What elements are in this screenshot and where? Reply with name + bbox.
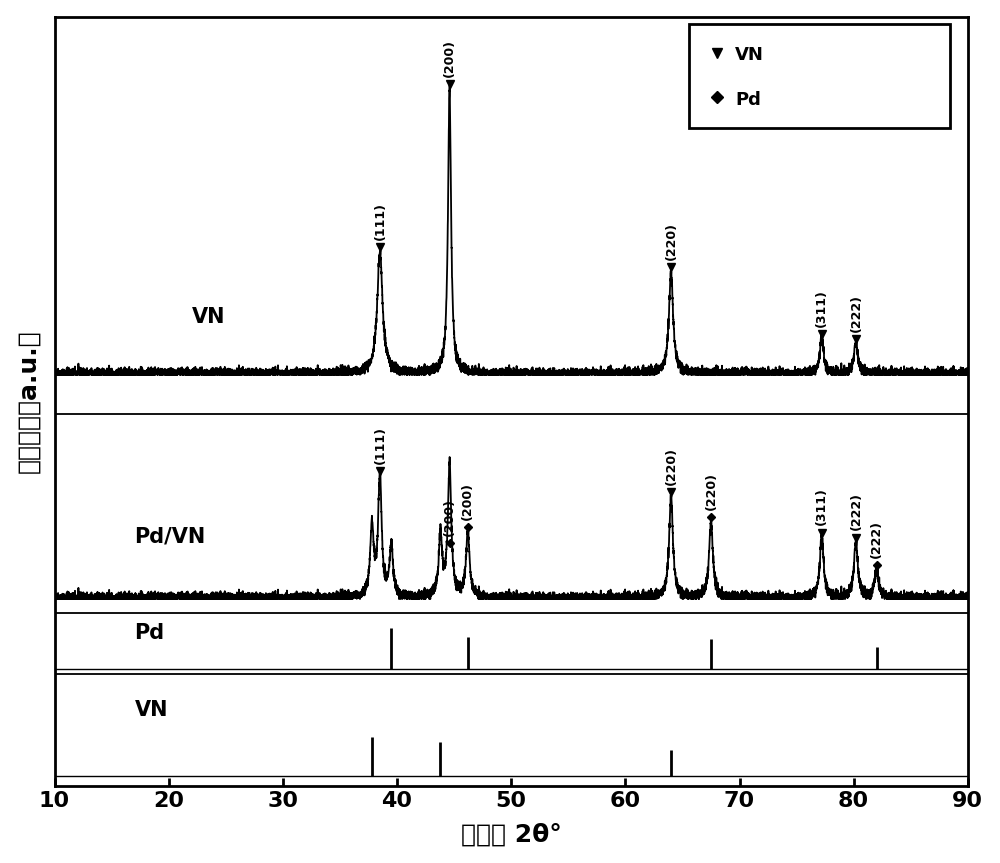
Text: Pd/VN: Pd/VN xyxy=(134,526,206,546)
Text: VN: VN xyxy=(192,307,225,327)
Text: (311): (311) xyxy=(815,289,828,326)
Text: (222): (222) xyxy=(870,520,883,558)
Text: (200): (200) xyxy=(443,498,456,536)
Text: (200): (200) xyxy=(461,482,474,520)
X-axis label: 衅射角 2θ°: 衅射角 2θ° xyxy=(461,822,562,847)
Text: Pd: Pd xyxy=(134,623,165,644)
Text: VN: VN xyxy=(134,700,168,720)
Text: (220): (220) xyxy=(665,223,678,261)
Text: (222): (222) xyxy=(849,293,862,331)
Text: (200): (200) xyxy=(443,39,456,77)
Text: (111): (111) xyxy=(373,426,386,464)
Text: (111): (111) xyxy=(373,202,386,240)
Text: VN: VN xyxy=(735,46,764,64)
Text: Pd: Pd xyxy=(735,91,761,109)
FancyBboxPatch shape xyxy=(689,24,950,129)
Text: (222): (222) xyxy=(849,493,862,531)
Text: (220): (220) xyxy=(665,446,678,485)
Y-axis label: 相对强度（a.u.）: 相对强度（a.u.） xyxy=(17,330,41,473)
Text: (311): (311) xyxy=(815,488,828,526)
Text: (220): (220) xyxy=(704,472,717,510)
